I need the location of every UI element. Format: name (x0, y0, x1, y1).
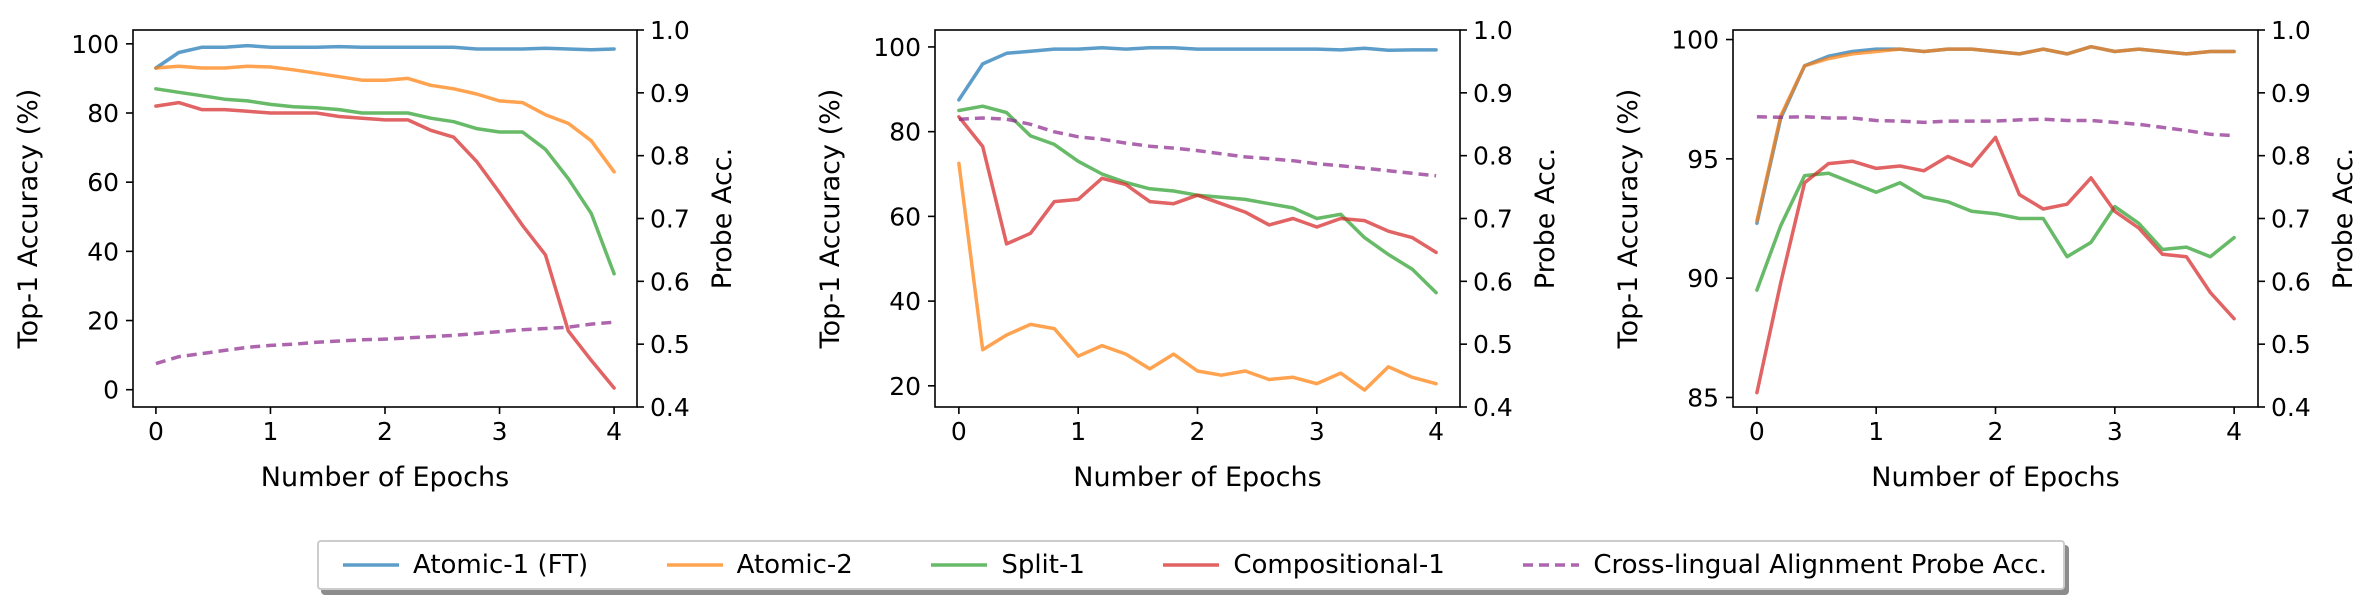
y-tick-label: 100 (1671, 26, 1719, 55)
x-tick-label: 4 (2226, 417, 2242, 446)
y-tick-label: 80 (889, 118, 921, 147)
series-line-5 (155, 320, 615, 366)
y2-tick-label: 0.5 (650, 330, 690, 359)
y2-tick-label: 0.5 (1473, 330, 1513, 359)
y-axis-label: Top-1 Accuracy (%) (13, 89, 44, 350)
series-line-2 (957, 161, 1438, 392)
y2-tick-label: 1.0 (2271, 16, 2311, 45)
legend-label-atomic-2: Atomic-2 (736, 550, 853, 580)
series-line-4 (154, 100, 616, 390)
y2-tick-label: 0.7 (650, 205, 690, 234)
y2-tick-label: 0.5 (2271, 330, 2311, 359)
y2-tick-label: 0.7 (2271, 205, 2311, 234)
series-line-2 (154, 64, 616, 174)
legend-label-atomic-1: Atomic-1 (FT) (413, 550, 589, 580)
series-line-3 (1755, 171, 2236, 292)
y-tick-label: 40 (87, 237, 119, 266)
series-line-1 (154, 43, 616, 70)
x-tick-label: 2 (377, 417, 393, 446)
y-tick-label: 60 (889, 202, 921, 231)
x-tick-label: 1 (1070, 417, 1086, 446)
y2-axis-label: Probe Acc. (2328, 148, 2359, 289)
y2-tick-label: 0.4 (1473, 393, 1513, 422)
series-line-2 (1755, 44, 2236, 223)
y2-tick-label: 0.6 (650, 267, 690, 296)
y2-tick-label: 0.8 (1473, 142, 1513, 171)
series-line-4 (957, 115, 1438, 255)
y-tick-label: 20 (889, 372, 921, 401)
y2-tick-label: 0.4 (650, 393, 690, 422)
x-tick-label: 0 (148, 417, 164, 446)
y2-tick-label: 0.9 (650, 79, 690, 108)
y2-tick-label: 0.8 (650, 142, 690, 171)
axes-frame (132, 29, 638, 408)
legend-item-compositional-1: Compositional-1 (1163, 550, 1445, 580)
y-tick-label: 95 (1687, 145, 1719, 174)
y2-tick-label: 1.0 (650, 16, 690, 45)
y-tick-label: 90 (1687, 264, 1719, 293)
x-tick-label: 3 (2107, 417, 2123, 446)
x-axis-label: Number of Epochs (1871, 462, 2119, 493)
series-line-5 (958, 116, 1437, 178)
legend-swatch-atomic-2 (666, 563, 723, 567)
y2-axis-label: Probe Acc. (707, 148, 738, 289)
legend-swatch-split-1 (931, 563, 988, 567)
x-axis-label: Number of Epochs (1073, 462, 1321, 493)
legend-swatch-compositional-1 (1163, 563, 1220, 567)
y2-tick-label: 1.0 (1473, 16, 1513, 45)
y2-tick-label: 0.6 (2271, 267, 2311, 296)
y2-axis-label: Probe Acc. (1530, 148, 1561, 289)
axes-frame (1732, 29, 2259, 408)
series-line-3 (154, 87, 616, 276)
y-tick-label: 100 (71, 30, 119, 59)
axes-frame (934, 29, 1461, 408)
legend-item-split-1: Split-1 (931, 550, 1085, 580)
y2-tick-label: 0.8 (2271, 142, 2311, 171)
x-tick-label: 3 (1309, 417, 1325, 446)
y2-tick-label: 0.9 (1473, 79, 1513, 108)
y-tick-label: 40 (889, 287, 921, 316)
legend-item-probe-acc: Cross-lingual Alignment Probe Acc. (1523, 550, 2047, 580)
chart-panel-2: 0 1 2 3 4 20 40 60 80 100 0.4 0.5 0.6 0.7 0.8 0.9 1.0 Num… (815, 16, 1561, 493)
series-line-5 (1756, 114, 2235, 138)
series-line-1 (1755, 44, 2236, 226)
x-tick-label: 0 (1749, 417, 1765, 446)
y-tick-label: 80 (87, 99, 119, 128)
y2-tick-label: 0.9 (2271, 79, 2311, 108)
y-axis-label: Top-1 Accuracy (%) (815, 89, 846, 350)
legend-swatch-atomic-1 (343, 563, 399, 567)
legend: Atomic-1 (FT) Atomic-2 Split-1 Compositi… (317, 540, 2065, 590)
x-axis-label: Number of Epochs (261, 462, 509, 493)
y2-tick-label: 0.4 (2271, 393, 2311, 422)
legend-label-split-1: Split-1 (1001, 550, 1085, 580)
y-axis-label: Top-1 Accuracy (%) (1613, 89, 1644, 350)
y-tick-label: 60 (87, 168, 119, 197)
x-tick-label: 3 (492, 417, 508, 446)
legend-item-atomic-2: Atomic-2 (666, 550, 853, 580)
x-tick-label: 4 (606, 417, 622, 446)
x-tick-label: 1 (1868, 417, 1884, 446)
x-tick-label: 2 (1190, 417, 1206, 446)
legend-label-compositional-1: Compositional-1 (1233, 550, 1445, 580)
x-tick-label: 0 (951, 417, 967, 446)
x-tick-label: 4 (1428, 417, 1444, 446)
legend-item-atomic-1: Atomic-1 (FT) (343, 550, 588, 580)
series-line-4 (1755, 135, 2236, 395)
y2-tick-label: 0.6 (1473, 267, 1513, 296)
series-line-1 (957, 46, 1438, 102)
x-tick-label: 2 (1988, 417, 2004, 446)
y2-tick-label: 0.7 (1473, 205, 1513, 234)
y-tick-label: 20 (87, 307, 119, 336)
y-tick-label: 85 (1687, 383, 1719, 412)
x-tick-label: 1 (263, 417, 279, 446)
y-tick-label: 100 (873, 33, 921, 62)
y-tick-label: 0 (103, 376, 119, 405)
legend-swatch-probe-acc (1523, 563, 1580, 567)
series-line-3 (957, 104, 1438, 295)
legend-label-probe-acc: Cross-lingual Alignment Probe Acc. (1593, 550, 2047, 580)
chart-panel-1: 0 1 2 3 40204060801000.40.50.60.70.80.91.0Nu… (13, 16, 738, 493)
chart-panel-3: 0 1 2 3 4 85 90 95 100 0.4 0.5 0.6 0.7 0.8 0.9 1.0 Numbe… (1613, 16, 2359, 493)
